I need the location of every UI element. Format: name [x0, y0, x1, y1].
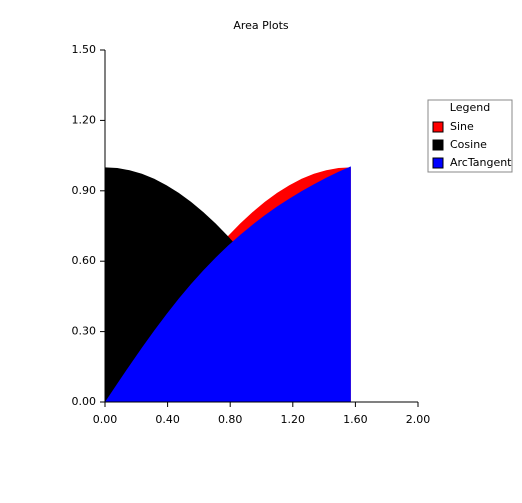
legend-label: Cosine: [450, 138, 487, 151]
chart-title: Area Plots: [233, 19, 289, 32]
x-tick-label: 0.00: [93, 413, 118, 426]
x-tick-label: 1.20: [281, 413, 306, 426]
legend-label: ArcTangent: [450, 156, 512, 169]
area: [105, 166, 351, 402]
y-tick-label: 1.20: [72, 113, 97, 126]
x-tick-label: 0.80: [218, 413, 243, 426]
legend-swatch: [432, 121, 444, 133]
y-tick-label: 1.50: [72, 43, 97, 56]
x-tick-label: 0.40: [155, 413, 180, 426]
y-tick-label: 0.30: [72, 325, 97, 338]
legend-label: Sine: [450, 120, 474, 133]
legend-swatch: [432, 157, 444, 169]
legend-swatch: [432, 139, 444, 151]
y-tick-label: 0.90: [72, 184, 97, 197]
x-tick-label: 2.00: [406, 413, 431, 426]
legend-title: Legend: [450, 101, 490, 114]
x-tick-label: 1.60: [343, 413, 368, 426]
y-tick-label: 0.60: [72, 254, 97, 267]
y-tick-label: 0.00: [72, 395, 97, 408]
